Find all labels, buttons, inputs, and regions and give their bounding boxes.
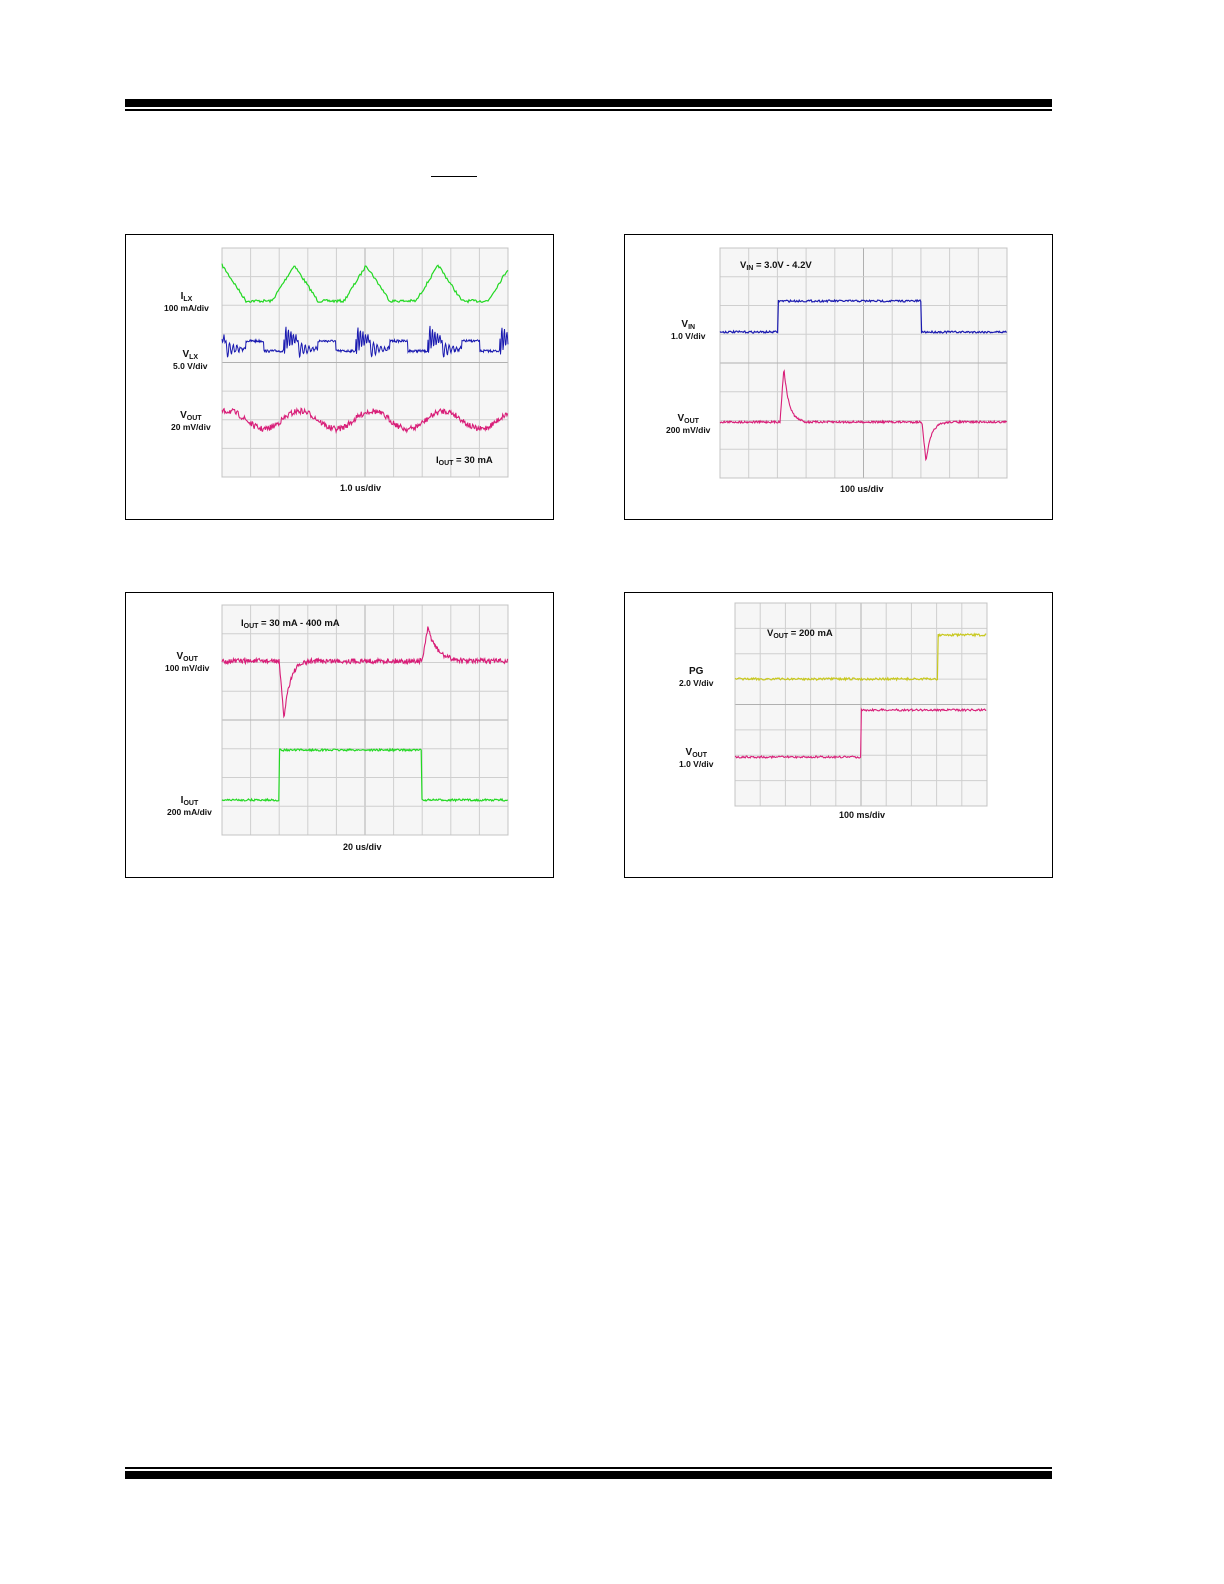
- scope-grid: [734, 602, 988, 807]
- scope-grid: [221, 604, 509, 836]
- trace-vlx: [221, 325, 509, 359]
- figure-ilx-vlx-vout: ILX 100 mA/div VLX 5.0 V/div VOUT 20 mV/…: [125, 234, 554, 520]
- trace-vout: [734, 707, 987, 760]
- scope-plot-4: [734, 602, 988, 807]
- trace-label-vout: VOUT 100 mV/div: [165, 651, 210, 674]
- scope-plot-2: [719, 247, 1008, 479]
- condition-note: VIN = 3.0V - 4.2V: [740, 260, 812, 272]
- trace-label-vout: VOUT 200 mV/div: [666, 413, 711, 436]
- trace-iout: [221, 747, 508, 803]
- trace-label-vlx: VLX 5.0 V/div: [173, 349, 208, 372]
- trace-label-ilx: ILX 100 mA/div: [164, 291, 209, 314]
- footer-rule-thin: [125, 1467, 1052, 1469]
- trace-label-vin: VIN 1.0 V/div: [671, 319, 706, 342]
- condition-note: IOUT = 30 mA - 400 mA: [241, 618, 340, 630]
- figure-startup-pg: VOUT = 200 mA PG 2.0 V/div VOUT 1.0 V/di…: [624, 592, 1053, 878]
- header-rule-thin: [125, 109, 1052, 111]
- trace-vout: [221, 406, 509, 435]
- trace-label-vout: VOUT 1.0 V/div: [679, 747, 714, 770]
- header-rule-thick: [125, 99, 1052, 107]
- trace-label-pg: PG 2.0 V/div: [679, 666, 714, 689]
- condition-note: IOUT = 30 mA: [436, 455, 493, 467]
- trace-vout: [221, 626, 509, 719]
- timebase-label: 20 us/div: [343, 842, 382, 852]
- overline-mark: [431, 176, 477, 177]
- scope-plot-3: [221, 604, 509, 836]
- scope-grid: [221, 247, 509, 478]
- timebase-label: 1.0 us/div: [340, 483, 382, 493]
- trace-ilx: [221, 263, 509, 304]
- trace-vin: [719, 298, 1007, 335]
- timebase-label: 100 us/div: [840, 484, 884, 494]
- trace-pg: [734, 632, 987, 682]
- figure-load-step: IOUT = 30 mA - 400 mA VOUT 100 mV/div IO…: [125, 592, 554, 878]
- condition-note: VOUT = 200 mA: [767, 628, 833, 640]
- trace-label-iout: IOUT 200 mA/div: [167, 795, 212, 818]
- trace-label-vout: VOUT 20 mV/div: [171, 410, 211, 433]
- footer-rule-thick: [125, 1471, 1052, 1479]
- scope-plot-1: [221, 247, 509, 478]
- figure-vin-line-step: VIN = 3.0V - 4.2V VIN 1.0 V/div VOUT 200…: [624, 234, 1053, 520]
- scope-grid: [719, 247, 1008, 479]
- trace-vout: [719, 369, 1008, 462]
- timebase-label: 100 ms/div: [839, 810, 886, 820]
